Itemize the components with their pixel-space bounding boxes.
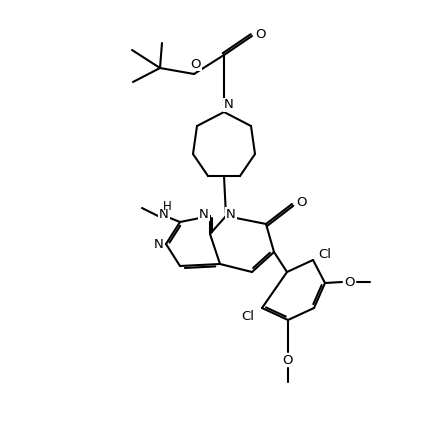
Text: N: N [154,238,164,250]
Text: N: N [159,207,169,221]
Text: O: O [191,58,201,70]
Text: H: H [163,199,171,213]
Text: O: O [345,276,355,288]
Text: Cl: Cl [319,248,331,262]
Text: Cl: Cl [242,310,255,322]
Text: O: O [256,28,266,40]
Text: N: N [226,207,236,221]
Text: N: N [224,98,234,112]
Text: N: N [199,207,209,221]
Text: O: O [283,354,293,366]
Text: O: O [297,196,307,208]
